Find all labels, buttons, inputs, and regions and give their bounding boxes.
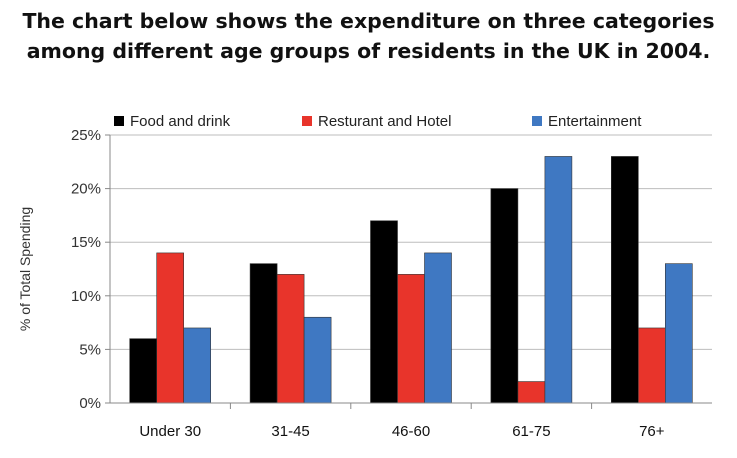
x-tick-label: 46-60 [392,423,430,440]
legend-swatch [114,116,124,126]
bar-food-and-drink [249,263,278,404]
x-axis-ticks: Under 30 31-45 46-60 61-75 76+ [139,403,665,440]
bar-food-and-drink [129,338,157,404]
axes [109,135,712,404]
bar-resturant-and-hotel [397,274,425,404]
legend-swatch [532,116,542,126]
x-tick-label: Under 30 [139,423,201,440]
x-tick-label: 76+ [639,423,665,440]
chart-title-line-1: The chart below shows the expenditure on… [22,9,715,33]
bar-entertainment [544,156,573,404]
y-axis-ticks: 0% 5% 10% 15% 20% 25% [71,127,110,412]
bar-entertainment [183,327,211,404]
bar-entertainment [424,252,452,404]
bar-food-and-drink [490,188,519,404]
bar-entertainment [664,263,693,404]
chart-title: The chart below shows the expenditure on… [0,6,737,66]
legend-swatch [302,116,312,126]
y-tick-label: 10% [71,288,101,305]
bar-food-and-drink [610,156,639,404]
bar-resturant-and-hotel [276,274,305,404]
x-tick-label: 61-75 [512,423,550,440]
bar-resturant-and-hotel [637,327,666,404]
y-tick-label: 5% [79,341,101,358]
bar-resturant-and-hotel [156,252,184,404]
bar-food-and-drink [370,220,398,404]
y-tick-label: 20% [71,181,101,198]
x-tick-label: 31-45 [271,423,309,440]
bar-entertainment [303,316,332,404]
legend-label: Resturant and Hotel [318,113,451,130]
y-tick-label: 0% [79,395,101,412]
y-tick-label: 15% [71,234,101,251]
legend-label: Food and drink [130,113,231,130]
chart-title-line-2: among different age groups of residents … [26,39,711,63]
legend-label: Entertainment [548,113,642,130]
y-tick-label: 25% [71,127,101,144]
bar-resturant-and-hotel [517,381,546,404]
legend: Food and drink Resturant and Hotel Enterta… [114,113,642,130]
y-axis-title: % of Total Spending [17,207,33,331]
bars [129,156,693,404]
